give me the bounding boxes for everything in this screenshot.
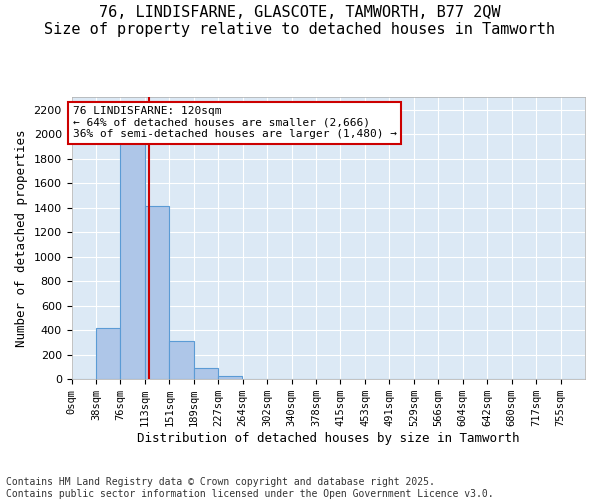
Text: 76 LINDISFARNE: 120sqm
← 64% of detached houses are smaller (2,666)
36% of semi-: 76 LINDISFARNE: 120sqm ← 64% of detached… <box>73 106 397 139</box>
Bar <box>145 206 169 379</box>
Bar <box>169 341 194 379</box>
Text: 76, LINDISFARNE, GLASCOTE, TAMWORTH, B77 2QW
Size of property relative to detach: 76, LINDISFARNE, GLASCOTE, TAMWORTH, B77… <box>44 5 556 38</box>
Bar <box>71 378 96 379</box>
Bar <box>242 378 267 379</box>
Text: Contains HM Land Registry data © Crown copyright and database right 2025.
Contai: Contains HM Land Registry data © Crown c… <box>6 478 494 499</box>
Y-axis label: Number of detached properties: Number of detached properties <box>15 130 28 347</box>
Bar <box>96 328 120 379</box>
Bar <box>218 376 242 379</box>
X-axis label: Distribution of detached houses by size in Tamworth: Distribution of detached houses by size … <box>137 432 520 445</box>
Bar <box>121 128 145 379</box>
Bar <box>194 368 218 379</box>
